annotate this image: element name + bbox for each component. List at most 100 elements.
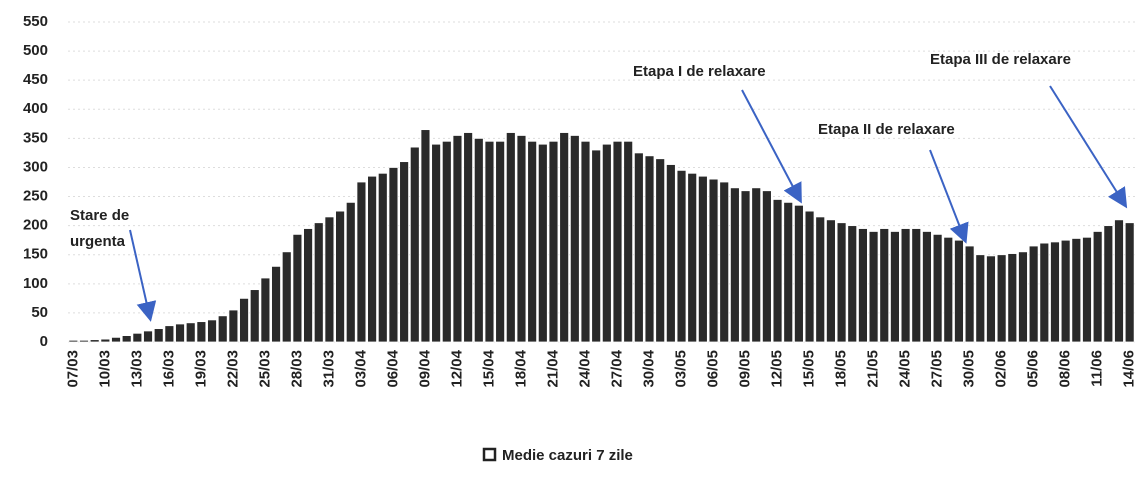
y-tick-label: 550 — [23, 13, 48, 30]
bar — [132, 332, 143, 343]
arrow — [1049, 85, 1128, 209]
bar — [89, 339, 100, 343]
x-tick-label: 27/04 — [608, 349, 625, 387]
bar — [996, 254, 1007, 343]
bar — [473, 137, 484, 343]
bar — [697, 175, 708, 343]
y-tick-label: 500 — [23, 42, 48, 59]
bar — [68, 339, 79, 343]
x-tick-label: 09/04 — [416, 349, 433, 387]
bar — [100, 338, 111, 343]
annotation: Etapa III de relaxare — [930, 51, 1071, 68]
x-tick-label: 22/03 — [224, 350, 241, 388]
x-tick-label: 08/06 — [1057, 350, 1074, 388]
legend-label: Medie cazuri 7 zile — [502, 447, 633, 464]
bar — [1007, 253, 1018, 343]
y-tick-label: 200 — [23, 217, 48, 234]
y-tick-label: 150 — [23, 246, 48, 263]
bar — [303, 228, 313, 343]
bar — [484, 140, 495, 343]
x-tick-label: 24/04 — [576, 349, 593, 387]
bar — [1050, 241, 1060, 343]
bar — [772, 199, 783, 343]
bar — [377, 172, 388, 343]
y-tick-label: 450 — [23, 71, 48, 88]
x-tick-label: 21/04 — [544, 349, 561, 387]
bar — [207, 319, 217, 343]
bar — [740, 190, 751, 343]
bar — [281, 251, 292, 343]
bar — [143, 330, 153, 343]
bar — [1028, 245, 1039, 343]
bar — [537, 143, 548, 343]
bar — [1103, 225, 1114, 343]
x-tick-label: 31/03 — [320, 350, 337, 388]
bar — [676, 169, 687, 343]
bar — [79, 339, 89, 343]
y-tick-label: 0 — [40, 333, 48, 350]
bar — [815, 216, 826, 343]
bar — [196, 321, 207, 343]
bar — [847, 225, 858, 343]
y-tick-label: 100 — [23, 275, 48, 292]
x-tick-label: 19/03 — [192, 350, 209, 388]
y-tick-label: 50 — [31, 304, 48, 321]
bar — [239, 297, 249, 343]
bar — [1114, 219, 1124, 343]
arrow — [741, 89, 802, 204]
x-tick-label: 24/05 — [897, 350, 914, 388]
bar — [345, 201, 356, 343]
x-tick-label: 15/04 — [480, 349, 497, 387]
bar — [986, 255, 996, 343]
y-tick-label: 300 — [23, 158, 48, 175]
bar — [762, 190, 772, 343]
x-tick-label: 10/03 — [96, 350, 113, 388]
bar — [751, 187, 762, 343]
bar — [922, 231, 932, 343]
bar — [900, 228, 911, 343]
bar — [1082, 236, 1092, 343]
bar — [655, 158, 666, 343]
bar — [409, 146, 420, 343]
bar — [569, 135, 580, 343]
bar — [559, 132, 570, 343]
bar — [548, 140, 559, 343]
x-tick-label: 14/06 — [1121, 350, 1138, 388]
annotation: Etapa I de relaxare — [633, 63, 766, 80]
bar — [1092, 231, 1103, 343]
x-tick-label: 15/05 — [801, 350, 818, 388]
annotation: Stare de — [70, 207, 129, 224]
x-tick-label: 03/05 — [672, 350, 689, 388]
bar — [153, 328, 164, 343]
bar — [164, 325, 175, 343]
x-tick-label: 09/05 — [737, 350, 754, 388]
bar — [260, 277, 271, 343]
y-tick-label: 250 — [23, 188, 48, 205]
bar — [729, 187, 740, 343]
bar — [1039, 242, 1050, 343]
x-tick-label: 11/06 — [1089, 350, 1106, 387]
bar — [111, 336, 121, 343]
bar — [441, 140, 452, 343]
bar — [601, 143, 612, 343]
bar — [388, 167, 399, 343]
x-tick-label: 05/06 — [1025, 350, 1042, 388]
bar — [687, 172, 698, 343]
bar — [964, 245, 975, 343]
bar — [292, 233, 303, 343]
arrow — [929, 149, 969, 244]
bar — [516, 135, 527, 343]
bar — [175, 323, 185, 343]
x-tick-label: 30/05 — [961, 350, 978, 388]
bar — [858, 228, 868, 343]
x-tick-label: 02/06 — [993, 350, 1010, 388]
bar — [591, 149, 602, 343]
bar — [623, 140, 634, 343]
bar — [356, 181, 367, 343]
bar — [954, 239, 964, 343]
bar — [783, 201, 794, 343]
bar — [794, 204, 804, 343]
bar — [708, 178, 719, 343]
bar — [452, 135, 463, 343]
